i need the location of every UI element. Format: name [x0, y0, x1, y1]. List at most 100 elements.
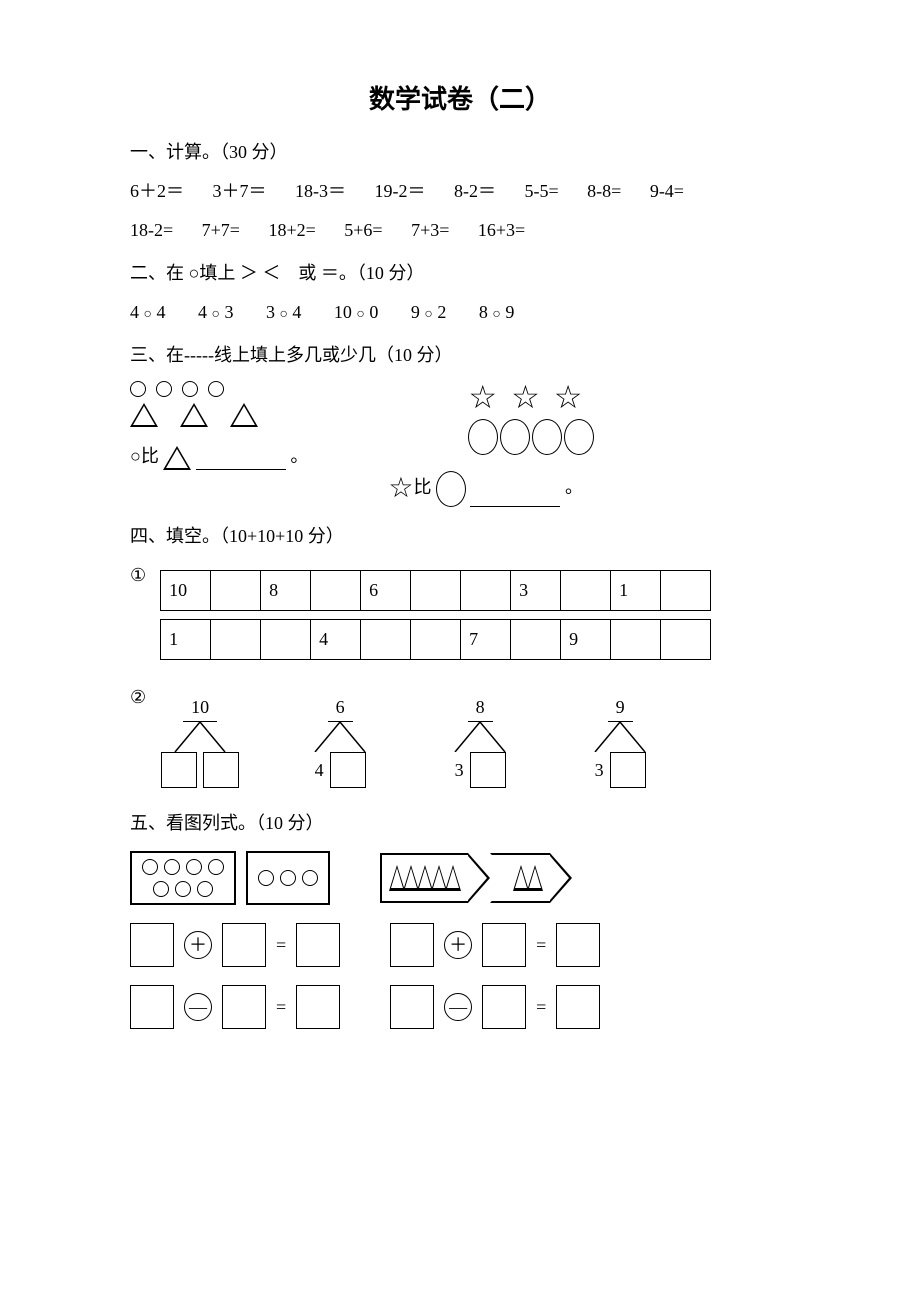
- answer-box: [296, 985, 340, 1029]
- circles-group: [130, 851, 330, 905]
- section5-header: 五、看图列式。（10 分）: [130, 810, 880, 837]
- cell: [461, 571, 511, 611]
- bond-box: [203, 752, 239, 788]
- comparison: 8 ○ 9: [479, 299, 514, 326]
- number-bond: 10: [160, 694, 240, 788]
- eq: 7+7=: [202, 217, 240, 244]
- bond-top: 8: [468, 694, 493, 722]
- table-group: ① 108631 1479: [130, 562, 880, 668]
- star-icon: ☆: [554, 381, 583, 413]
- bond-left-label: 4: [315, 757, 324, 784]
- cell: [311, 571, 361, 611]
- comparison: 4 ○ 3: [198, 299, 233, 326]
- section3-header: 三、在-----线上填上多几或少几（10 分）: [130, 342, 880, 369]
- cell: 7: [461, 620, 511, 660]
- circle-icon: [258, 870, 274, 886]
- label-2: ②: [130, 684, 146, 711]
- star-icon: ☆: [388, 473, 413, 504]
- circle-icon: [208, 381, 224, 397]
- cell: 6: [361, 571, 411, 611]
- cell: 1: [161, 620, 211, 660]
- circle-icon: [302, 870, 318, 886]
- compare-text-right: ☆比 。: [388, 471, 594, 507]
- circle-icon: [182, 381, 198, 397]
- equation-set: — =: [130, 985, 340, 1029]
- star-row: ☆ ☆ ☆: [468, 381, 594, 413]
- cell: 3: [511, 571, 561, 611]
- star-icon: ☆: [468, 381, 497, 413]
- cell: 1: [611, 571, 661, 611]
- comparison: 3 ○ 4: [266, 299, 301, 326]
- minus-icon: —: [184, 993, 212, 1021]
- oval-icon: [532, 419, 562, 455]
- cell: [261, 620, 311, 660]
- triangle-icon: [230, 403, 258, 427]
- shapes-right: ☆ ☆ ☆ ☆比 。: [468, 381, 594, 507]
- answer-box: [482, 923, 526, 967]
- section2-row: 4 ○ 4 4 ○ 3 3 ○ 4 10 ○ 0 9 ○ 2 8 ○ 9: [130, 299, 880, 326]
- cell: 4: [311, 620, 361, 660]
- page-title: 数学试卷（二）: [40, 80, 880, 119]
- label-1: ①: [130, 562, 146, 589]
- comparison: 4 ○ 4: [130, 299, 165, 326]
- cell: 9: [561, 620, 611, 660]
- eq: 5+6=: [344, 217, 382, 244]
- eq: 18+2=: [268, 217, 315, 244]
- equals-sign: =: [536, 932, 546, 959]
- answer-box: [482, 985, 526, 1029]
- circle-icon: [280, 870, 296, 886]
- triangle-icon: [180, 403, 208, 427]
- eq: 8-8=: [587, 178, 621, 205]
- bond-top: 10: [183, 694, 217, 722]
- star-icon: ☆: [511, 381, 540, 413]
- equation-set: ＋ =: [390, 923, 600, 967]
- section1-row1: 6＋2＝ 3＋7＝ 18-3＝ 19-2＝ 8-2＝ 5-5= 8-8= 9-4…: [130, 178, 880, 205]
- eq: 18-3＝: [295, 178, 346, 205]
- shapes-left: ○比 。: [130, 381, 308, 507]
- eq: 6＋2＝: [130, 178, 184, 205]
- answer-box: [390, 923, 434, 967]
- answer-box: [222, 985, 266, 1029]
- bond-top: 6: [328, 694, 353, 722]
- triangle-icon: [163, 446, 191, 470]
- eq: 8-2＝: [454, 178, 496, 205]
- oval-row: [468, 419, 594, 455]
- number-bond: 9 3: [580, 694, 660, 788]
- equation-row-minus: — = — =: [130, 985, 880, 1029]
- eq: 3＋7＝: [213, 178, 267, 205]
- comparison: 9 ○ 2: [411, 299, 446, 326]
- circle-icon: [186, 859, 202, 875]
- oval-icon: [436, 471, 466, 507]
- bond-box: [161, 752, 197, 788]
- cell: [511, 620, 561, 660]
- answer-box: [390, 985, 434, 1029]
- arrows-group: [380, 851, 572, 905]
- circle-icon: [142, 859, 158, 875]
- oval-icon: [500, 419, 530, 455]
- plus-icon: ＋: [444, 931, 472, 959]
- answer-box: [130, 923, 174, 967]
- triangle-icon: [445, 865, 461, 891]
- cell: [611, 620, 661, 660]
- cell: [361, 620, 411, 660]
- circle-icon: [197, 881, 213, 897]
- arrow-head-icon: [468, 853, 490, 903]
- cell: [211, 571, 261, 611]
- circle-icon: [153, 881, 169, 897]
- eq: 18-2=: [130, 217, 173, 244]
- eq: 5-5=: [525, 178, 559, 205]
- bond-box: [610, 752, 646, 788]
- fill-table-1: 108631: [160, 570, 711, 611]
- cell: [411, 571, 461, 611]
- cell: 10: [161, 571, 211, 611]
- bond-box: [470, 752, 506, 788]
- circle-box-7: [130, 851, 236, 905]
- circle-icon: [175, 881, 191, 897]
- table-row: 108631: [161, 571, 711, 611]
- section1-row2: 18-2= 7+7= 18+2= 5+6= 7+3= 16+3=: [130, 217, 880, 244]
- circle-icon: [130, 381, 146, 397]
- triangle-row: [130, 403, 308, 427]
- cell: [661, 620, 711, 660]
- section4-header: 四、填空。（10+10+10 分）: [130, 523, 880, 550]
- bonds-group: ② 10 6 4 8 3 9 3: [130, 684, 880, 794]
